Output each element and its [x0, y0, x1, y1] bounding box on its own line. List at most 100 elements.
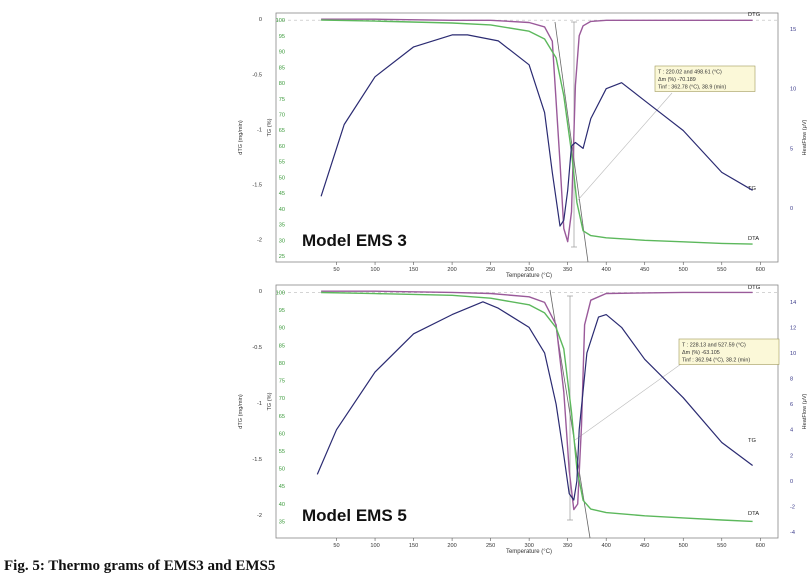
tg-tick-label: 95: [279, 308, 285, 314]
dtg-axis-label: dTG (mg/min): [238, 394, 244, 429]
tg-tick-label: 30: [279, 238, 285, 244]
dtg-tick-label: -2: [257, 237, 262, 243]
x-tick-label: 350: [563, 543, 572, 549]
x-tick-label: 250: [486, 543, 495, 549]
annotation-leader: [577, 92, 673, 201]
heatflow-tick-label: 14: [790, 300, 796, 306]
series-line-dta: [316, 301, 753, 501]
heatflow-axis-label: HeatFlow (μV): [802, 119, 808, 155]
x-tick-label: 450: [640, 267, 649, 273]
annotation-line: T : 228.13 and 527.59 (°C): [682, 343, 746, 349]
dtg-tick-label: -1: [257, 401, 262, 407]
x-tick-label: 550: [717, 543, 726, 549]
x-tick-label: 500: [679, 267, 688, 273]
x-tick-label: 200: [447, 267, 456, 273]
tangent-line: [554, 21, 589, 263]
tg-tick-label: 100: [276, 18, 285, 24]
chart-title: Model EMS 3: [302, 231, 407, 250]
tg-tick-label: 55: [279, 160, 285, 166]
x-tick-label: 600: [756, 543, 765, 549]
dtg-tick-label: -2: [257, 513, 262, 519]
x-tick-label: 200: [447, 543, 456, 549]
heatflow-tick-label: 0: [790, 479, 793, 485]
tg-tick-label: 25: [279, 254, 285, 260]
tg-axis-label: TG (%): [267, 392, 273, 410]
tg-tick-label: 70: [279, 396, 285, 402]
x-tick-label: 500: [679, 543, 688, 549]
chart-ems5: 50 100 150 200 250 300 350 400 450 500 550 600Tempe…: [238, 284, 808, 555]
series-label-dta: DTA: [748, 236, 759, 242]
x-tick-label: 150: [409, 543, 418, 549]
annotation-line: Tinf : 362.94 (°C), 38.2 (min): [682, 358, 750, 364]
tg-tick-label: 60: [279, 144, 285, 150]
heatflow-tick-label: 12: [790, 325, 796, 331]
heatflow-tick-label: 10: [790, 351, 796, 357]
x-tick-label: 150: [409, 267, 418, 273]
dtg-tick-label: -1.5: [252, 457, 262, 463]
tg-tick-label: 90: [279, 50, 285, 56]
tg-tick-label: 80: [279, 361, 285, 367]
series-label-dtg: DTG: [748, 285, 761, 291]
x-tick-label: 50: [333, 267, 339, 273]
plot-frame: [275, 12, 779, 263]
dtg-tick-label: 0: [259, 17, 262, 23]
heatflow-tick-label: 5: [790, 146, 793, 152]
tg-tick-label: 70: [279, 112, 285, 118]
heatflow-tick-label: 0: [790, 206, 793, 212]
chart-title: Model EMS 5: [302, 506, 407, 525]
dtg-axis-label: dTG (mg/min): [238, 120, 244, 155]
tg-tick-label: 90: [279, 326, 285, 332]
series-label-tg: TG: [748, 438, 757, 444]
figure-caption: Fig. 5: Thermo grams of EMS3 and EMS5: [4, 558, 276, 574]
tg-tick-label: 50: [279, 175, 285, 181]
dtg-tick-label: -0.5: [252, 72, 262, 78]
annotation-leader: [574, 353, 696, 441]
tg-tick-label: 85: [279, 65, 285, 71]
x-tick-label: 300: [524, 267, 533, 273]
x-tick-label: 600: [756, 267, 765, 273]
heatflow-tick-label: -4: [790, 530, 795, 536]
tg-tick-label: 60: [279, 431, 285, 437]
series-line-tg: [321, 291, 753, 523]
x-axis-label: Temperature (°C): [506, 549, 552, 555]
heatflow-tick-label: 15: [790, 27, 796, 33]
series-label-tg: TG: [748, 186, 757, 192]
tg-tick-label: 45: [279, 191, 285, 197]
annotation-line: Tinf : 362.78 (°C), 38.9 (min): [658, 85, 726, 91]
heatflow-tick-label: 10: [790, 87, 796, 93]
x-tick-label: 300: [524, 543, 533, 549]
x-tick-label: 550: [717, 267, 726, 273]
tg-tick-label: 55: [279, 449, 285, 455]
heatflow-tick-label: 8: [790, 377, 793, 383]
tg-tick-label: 65: [279, 414, 285, 420]
annotation-line: T : 220.02 and 498.61 (°C): [658, 70, 722, 76]
heatflow-tick-label: 6: [790, 402, 793, 408]
heatflow-axis-label: HeatFlow (μV): [802, 393, 808, 429]
tg-tick-label: 65: [279, 128, 285, 134]
tg-tick-label: 40: [279, 502, 285, 508]
series-label-dtg: DTG: [748, 12, 761, 18]
tg-tick-label: 100: [276, 291, 285, 297]
annotation-line: Δm (%) -70.189: [658, 77, 696, 83]
heatflow-tick-label: 2: [790, 453, 793, 459]
x-tick-label: 450: [640, 543, 649, 549]
annotation-line: Δm (%) -63.105: [682, 350, 720, 356]
tg-tick-label: 40: [279, 207, 285, 213]
series-label-dta: DTA: [748, 511, 759, 517]
heatflow-tick-label: 4: [790, 428, 793, 434]
x-tick-label: 50: [333, 543, 339, 549]
heatflow-tick-label: -2: [790, 504, 795, 510]
annotation-box: [654, 65, 756, 92]
x-tick-label: 400: [602, 543, 611, 549]
plot-frame: [275, 284, 779, 539]
series-line-dtg: [321, 290, 753, 511]
x-tick-label: 100: [370, 267, 379, 273]
x-tick-label: 100: [370, 543, 379, 549]
tg-tick-label: 50: [279, 467, 285, 473]
tg-axis-label: TG (%): [267, 118, 273, 136]
tg-tick-label: 95: [279, 34, 285, 40]
series-line-dtg: [321, 18, 753, 243]
chart-ems3: 50 100 150 200 250 300 350 400 450 500 550 600Tempe…: [238, 12, 808, 279]
x-tick-label: 350: [563, 267, 572, 273]
